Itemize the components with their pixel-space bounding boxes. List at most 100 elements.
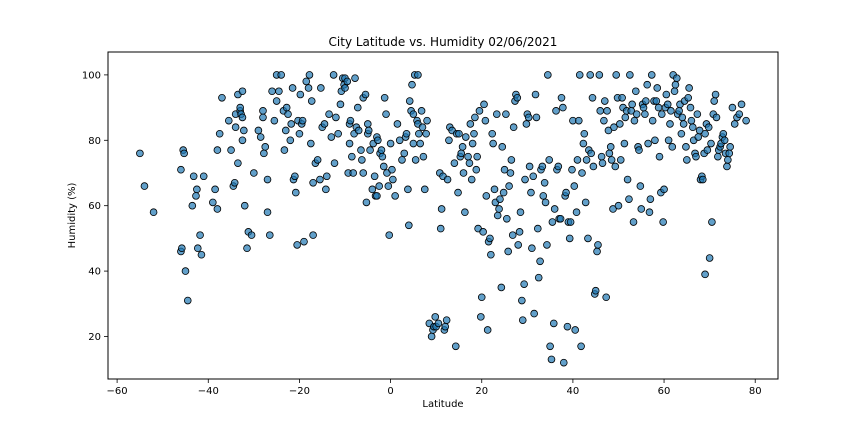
data-point (655, 152, 664, 161)
data-point (423, 116, 431, 125)
data-point (472, 165, 481, 174)
data-point (573, 156, 582, 164)
data-point (581, 198, 590, 207)
data-point (409, 110, 418, 118)
data-point (288, 84, 297, 92)
y-tick-label: 80 (88, 136, 101, 147)
data-point (489, 139, 497, 148)
data-point (497, 283, 506, 292)
data-point (701, 129, 709, 138)
data-point (506, 169, 515, 177)
data-point (616, 156, 625, 164)
data-point (281, 126, 290, 135)
data-point (530, 309, 538, 318)
data-point (667, 107, 675, 115)
data-point (366, 146, 374, 154)
data-point (492, 110, 501, 118)
data-point (393, 120, 402, 128)
data-point (612, 71, 620, 79)
y-axis-label: Humidity (%) (67, 182, 78, 248)
data-point (322, 172, 331, 181)
data-point (431, 313, 440, 321)
data-point (259, 113, 267, 122)
data-point (385, 231, 394, 239)
data-point (487, 250, 495, 259)
data-point (577, 342, 585, 351)
data-point (309, 179, 317, 187)
data-point (346, 116, 355, 125)
x-tick-label: −20 (289, 386, 310, 397)
data-point (570, 182, 579, 190)
data-point (199, 172, 208, 181)
data-point (213, 146, 222, 154)
data-point (377, 146, 386, 154)
data-point (546, 342, 554, 351)
data-point (192, 192, 200, 200)
data-point (227, 146, 235, 154)
data-point (668, 143, 677, 151)
data-point (508, 231, 517, 239)
data-point (520, 280, 528, 288)
data-point (728, 103, 737, 112)
data-point (505, 182, 513, 190)
data-point (454, 188, 462, 197)
data-point (550, 205, 559, 213)
data-point (518, 296, 526, 305)
data-point (313, 156, 322, 164)
data-point (250, 169, 258, 177)
data-point (686, 103, 695, 112)
data-point (354, 126, 363, 135)
data-point (516, 208, 525, 217)
data-point (277, 71, 286, 79)
data-point (559, 358, 568, 367)
data-point (597, 152, 606, 161)
data-point (616, 120, 624, 128)
data-point (703, 146, 712, 154)
data-point (395, 136, 404, 145)
data-point (384, 182, 393, 190)
x-axis-label: Latitude (422, 399, 463, 410)
data-point (720, 136, 729, 145)
data-point (275, 87, 283, 96)
data-point (499, 188, 508, 197)
data-point (408, 80, 416, 89)
data-point (671, 80, 680, 89)
data-point (685, 84, 693, 92)
data-point (193, 185, 201, 194)
data-point (531, 90, 540, 99)
data-point (606, 143, 615, 151)
data-point (571, 326, 579, 334)
data-point (307, 97, 316, 105)
data-point (362, 198, 371, 207)
data-point (566, 218, 575, 226)
data-point (591, 286, 600, 295)
data-point (543, 241, 551, 249)
y-tick-label: 60 (88, 201, 101, 212)
data-point (609, 205, 617, 213)
data-point (370, 172, 379, 181)
data-point (694, 133, 703, 141)
data-point (238, 113, 247, 122)
x-tick-label: −40 (198, 386, 219, 397)
data-point (675, 107, 683, 115)
data-point (498, 143, 507, 151)
data-point (488, 129, 497, 138)
data-point (594, 241, 602, 249)
data-point (578, 169, 586, 177)
data-point (388, 165, 396, 174)
data-point (614, 201, 623, 210)
data-point (525, 162, 534, 171)
data-point (263, 175, 272, 184)
data-point (443, 175, 452, 184)
data-point (364, 126, 373, 135)
data-point (260, 149, 268, 158)
data-point (610, 123, 618, 132)
data-point (584, 234, 592, 243)
data-point (654, 103, 663, 112)
y-axis: 20 40 60 80 100 (82, 70, 108, 343)
data-point (589, 162, 598, 171)
data-point (604, 126, 613, 135)
data-point (268, 87, 276, 96)
data-point (329, 71, 338, 79)
data-point (348, 152, 356, 161)
